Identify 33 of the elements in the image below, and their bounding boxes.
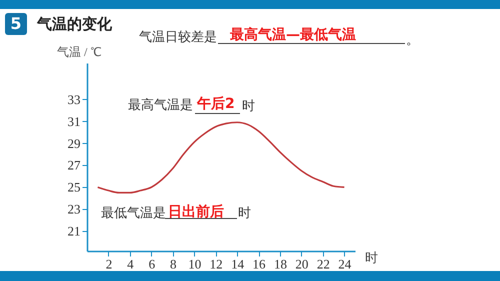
x-tick-label: 14 bbox=[231, 256, 245, 272]
annotation: 午后2 bbox=[196, 95, 235, 112]
y-tick-label: 21 bbox=[68, 224, 80, 239]
x-tick-label: 24 bbox=[338, 256, 352, 272]
x-tick-label: 10 bbox=[188, 256, 202, 272]
x-tick-label: 16 bbox=[252, 256, 266, 272]
x-tick-label: 12 bbox=[210, 256, 223, 272]
y-tick-label: 27 bbox=[68, 158, 81, 173]
chart-title: 气温的变化 bbox=[36, 15, 113, 33]
x-tick-label: 2 bbox=[106, 256, 112, 272]
x-tick-label: 22 bbox=[316, 256, 330, 272]
text: 最高气温—最低气温 bbox=[229, 26, 356, 43]
x-tick-label: 18 bbox=[274, 256, 287, 272]
annotation: 日出前后 bbox=[168, 203, 224, 220]
y-axis-title: 气温 / ℃ bbox=[57, 45, 102, 59]
y-tick-label: 23 bbox=[68, 202, 80, 217]
x-tick-label: 20 bbox=[295, 256, 308, 272]
y-tick-label: 29 bbox=[68, 136, 80, 151]
x-tick-label: 6 bbox=[148, 256, 156, 272]
y-tick-label: 33 bbox=[68, 92, 80, 107]
text: 气温日较差是 bbox=[139, 30, 217, 45]
text: 。 bbox=[406, 33, 419, 48]
annotation: 时 bbox=[242, 99, 255, 114]
y-tick-label: 25 bbox=[68, 180, 80, 195]
line-series bbox=[96, 122, 346, 194]
y-tick-label: 31 bbox=[68, 114, 80, 129]
annotation: 最高气温是 bbox=[128, 97, 193, 113]
annotation: 最低气温是 bbox=[101, 206, 166, 221]
number-badge: 5 bbox=[5, 13, 27, 35]
x-axis-title: 时 bbox=[365, 250, 378, 265]
x-tick-label: 4 bbox=[127, 256, 134, 272]
x-tick-label: 8 bbox=[170, 256, 177, 272]
annotation: 时 bbox=[238, 206, 251, 221]
